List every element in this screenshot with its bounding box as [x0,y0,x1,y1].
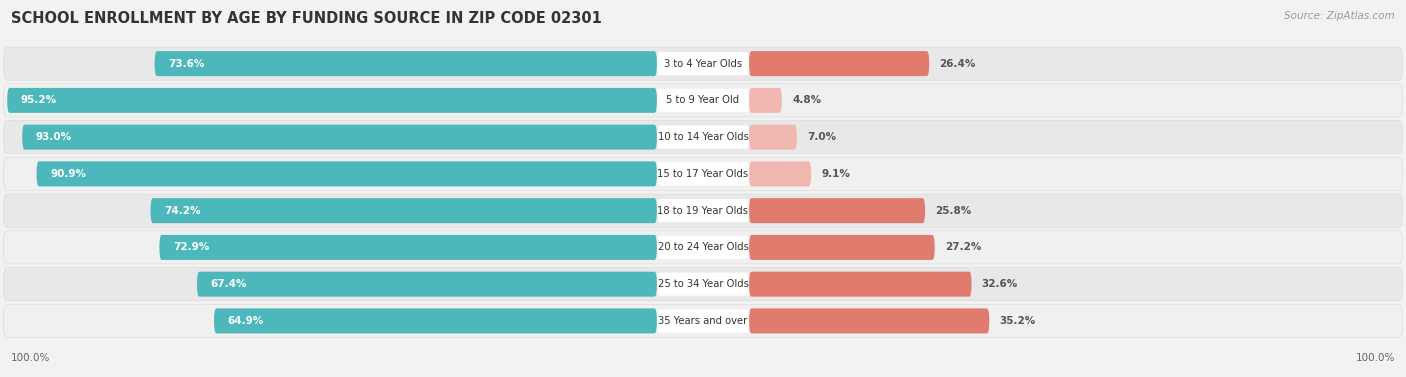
FancyBboxPatch shape [749,235,935,260]
Text: 27.2%: 27.2% [945,242,981,253]
FancyBboxPatch shape [3,157,1403,190]
FancyBboxPatch shape [22,125,657,150]
FancyBboxPatch shape [657,310,749,333]
Text: 26.4%: 26.4% [939,58,976,69]
FancyBboxPatch shape [3,47,1403,80]
FancyBboxPatch shape [3,304,1403,337]
Text: 67.4%: 67.4% [211,279,247,289]
FancyBboxPatch shape [3,268,1403,301]
FancyBboxPatch shape [7,88,657,113]
Text: 93.0%: 93.0% [35,132,72,142]
FancyBboxPatch shape [657,236,749,259]
FancyBboxPatch shape [749,161,811,186]
Text: 100.0%: 100.0% [1355,353,1395,363]
FancyBboxPatch shape [657,273,749,296]
Text: 25 to 34 Year Olds: 25 to 34 Year Olds [658,279,748,289]
FancyBboxPatch shape [657,126,749,149]
FancyBboxPatch shape [3,121,1403,154]
FancyBboxPatch shape [657,52,749,75]
FancyBboxPatch shape [3,194,1403,227]
FancyBboxPatch shape [197,272,657,297]
Text: 20 to 24 Year Olds: 20 to 24 Year Olds [658,242,748,253]
FancyBboxPatch shape [657,89,749,112]
Text: 100.0%: 100.0% [11,353,51,363]
Text: 35 Years and over: 35 Years and over [658,316,748,326]
Text: 25.8%: 25.8% [935,205,972,216]
FancyBboxPatch shape [749,308,990,333]
Text: 73.6%: 73.6% [169,58,205,69]
FancyBboxPatch shape [150,198,657,223]
Text: 15 to 17 Year Olds: 15 to 17 Year Olds [658,169,748,179]
Text: 4.8%: 4.8% [792,95,821,106]
FancyBboxPatch shape [155,51,657,76]
FancyBboxPatch shape [749,51,929,76]
FancyBboxPatch shape [749,198,925,223]
Text: Source: ZipAtlas.com: Source: ZipAtlas.com [1284,11,1395,21]
Text: 7.0%: 7.0% [807,132,837,142]
Text: 95.2%: 95.2% [21,95,56,106]
Text: 5 to 9 Year Old: 5 to 9 Year Old [666,95,740,106]
FancyBboxPatch shape [749,88,782,113]
Text: 64.9%: 64.9% [228,316,264,326]
Text: 10 to 14 Year Olds: 10 to 14 Year Olds [658,132,748,142]
Text: 18 to 19 Year Olds: 18 to 19 Year Olds [658,205,748,216]
Text: 3 to 4 Year Olds: 3 to 4 Year Olds [664,58,742,69]
FancyBboxPatch shape [749,125,797,150]
Text: SCHOOL ENROLLMENT BY AGE BY FUNDING SOURCE IN ZIP CODE 02301: SCHOOL ENROLLMENT BY AGE BY FUNDING SOUR… [11,11,602,26]
Text: 90.9%: 90.9% [51,169,86,179]
FancyBboxPatch shape [3,231,1403,264]
Text: 35.2%: 35.2% [1000,316,1036,326]
FancyBboxPatch shape [37,161,657,186]
Text: 32.6%: 32.6% [981,279,1018,289]
FancyBboxPatch shape [3,84,1403,117]
Text: 9.1%: 9.1% [821,169,851,179]
Text: 72.9%: 72.9% [173,242,209,253]
FancyBboxPatch shape [657,162,749,185]
FancyBboxPatch shape [657,199,749,222]
FancyBboxPatch shape [749,272,972,297]
FancyBboxPatch shape [214,308,657,333]
FancyBboxPatch shape [159,235,657,260]
Text: 74.2%: 74.2% [165,205,201,216]
